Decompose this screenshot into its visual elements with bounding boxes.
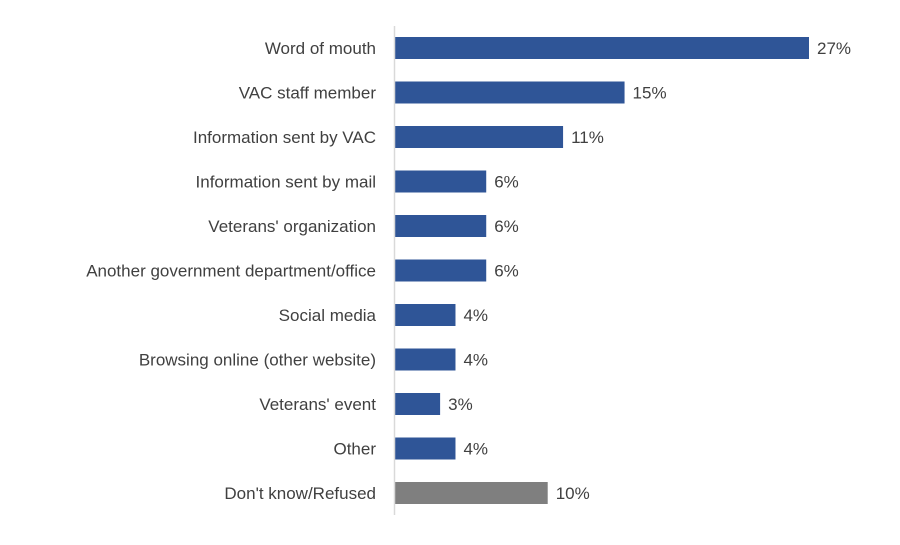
bar [394, 81, 625, 104]
bars-group [394, 37, 809, 504]
category-label: Information sent by mail [196, 173, 376, 192]
bar [394, 437, 456, 460]
bar [394, 482, 548, 504]
category-labels-group: Word of mouth VAC staff member Information… [86, 39, 376, 503]
bar [394, 259, 487, 282]
category-label: Social media [279, 306, 377, 325]
value-label: 4% [463, 351, 488, 370]
value-label: 6% [494, 173, 519, 192]
category-label: Another government department/office [86, 262, 376, 281]
value-label: 10% [556, 484, 590, 503]
category-label: Other [333, 440, 376, 459]
category-label: VAC staff member [239, 84, 377, 103]
value-label: 27% [817, 39, 851, 58]
value-label: 4% [463, 440, 488, 459]
value-label: 11% [571, 128, 604, 147]
category-label: Veterans' organization [208, 217, 376, 236]
category-label: Word of mouth [265, 39, 376, 58]
category-label: Browsing online (other website) [139, 351, 376, 370]
bar [394, 348, 456, 371]
value-label: 3% [448, 395, 473, 414]
value-label: 15% [633, 84, 667, 103]
bar [394, 37, 809, 59]
bar [394, 126, 564, 148]
bar [394, 304, 456, 326]
bar [394, 393, 441, 415]
value-label: 6% [494, 262, 519, 281]
category-label: Don't know/Refused [224, 484, 376, 503]
bar [394, 170, 487, 193]
value-label: 6% [494, 217, 519, 236]
value-labels-group: 27% 15% 11% 6% 6% 6% 4% 4% 3% 4% 10% [448, 39, 851, 503]
category-label: Information sent by VAC [193, 128, 376, 147]
category-label: Veterans' event [259, 395, 376, 414]
bar [394, 215, 487, 237]
value-label: 4% [463, 306, 488, 325]
